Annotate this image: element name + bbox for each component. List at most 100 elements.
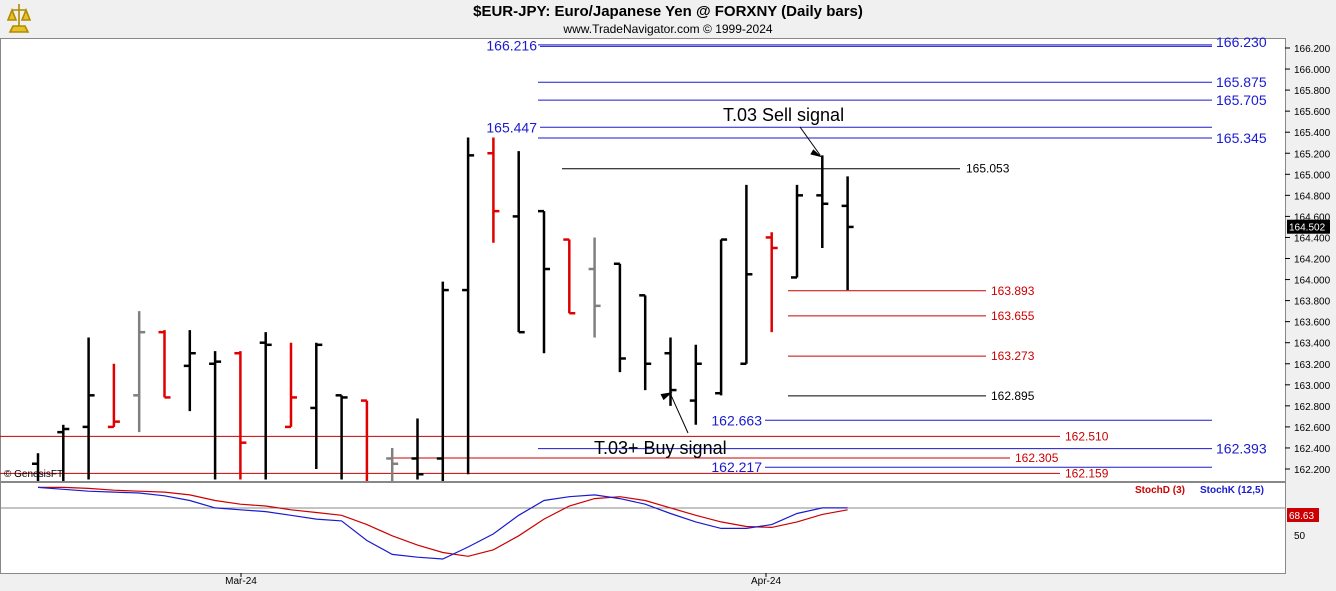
price-tick-label: 164.600 bbox=[1294, 212, 1331, 223]
stoch-line-k bbox=[37, 486, 848, 560]
level-label-163.273: 163.273 bbox=[991, 349, 1035, 363]
ohlc-bar bbox=[538, 209, 550, 354]
stoch-lines bbox=[37, 486, 848, 560]
level-label-165.447: 165.447 bbox=[486, 119, 537, 135]
level-lines: 166.230 166.216 165.875 165.705 165.447 165.3… bbox=[0, 34, 1267, 480]
price-tick-label: 165.400 bbox=[1294, 128, 1331, 139]
price-tick-label: 164.000 bbox=[1294, 276, 1331, 287]
level-label-162.305: 162.305 bbox=[1015, 451, 1059, 465]
stoch-line-d bbox=[38, 486, 848, 557]
buy-signal-arrow bbox=[670, 393, 689, 434]
date-axis-background bbox=[0, 574, 1286, 591]
ohlc-bar bbox=[740, 184, 753, 365]
level-label-165.705: 165.705 bbox=[1216, 92, 1267, 108]
ohlc-bar bbox=[285, 342, 297, 429]
price-tick-label: 162.600 bbox=[1294, 423, 1331, 434]
price-tick-label: 163.600 bbox=[1294, 318, 1331, 329]
level-label-162.217: 162.217 bbox=[711, 459, 762, 475]
ohlc-bar bbox=[512, 151, 525, 334]
legend-stochk: StochK (12,5) bbox=[1200, 485, 1264, 496]
price-tick-label: 163.400 bbox=[1294, 339, 1331, 350]
ohlc-bar bbox=[234, 351, 247, 480]
ohlc-bar bbox=[639, 294, 652, 391]
price-tick-label: 164.400 bbox=[1294, 233, 1331, 244]
price-tick-label: 166.200 bbox=[1294, 44, 1331, 55]
ohlc-bar bbox=[841, 176, 854, 291]
price-tick-label: 164.200 bbox=[1294, 255, 1331, 266]
price-tick-label: 165.200 bbox=[1294, 149, 1331, 160]
price-tick-label: 163.200 bbox=[1294, 360, 1331, 371]
sell-signal-label: T.03 Sell signal bbox=[723, 105, 844, 125]
sell-signal-arrow bbox=[799, 126, 821, 156]
chart-frame bbox=[0, 38, 1336, 591]
chart-header: $EUR-JPY: Euro/Japanese Yen @ FORXNY (Da… bbox=[0, 0, 1336, 38]
watermark: © GenesisFT bbox=[4, 469, 63, 480]
ohlc-bar bbox=[158, 330, 171, 399]
date-tick-label: Mar-24 bbox=[225, 576, 257, 587]
level-label-162.510: 162.510 bbox=[1065, 429, 1109, 443]
date-axis: Mar-24 Apr-24 bbox=[225, 573, 781, 587]
stoch-last-badge bbox=[1287, 508, 1319, 522]
ohlc-bar bbox=[816, 155, 829, 248]
last-price-label: 164.502 bbox=[1289, 223, 1326, 234]
price-tick-label: 163.000 bbox=[1294, 381, 1331, 392]
price-axis[interactable]: 166.200 166.000 165.800 165.600 165.400 165.2… bbox=[1285, 44, 1331, 476]
ohlc-bar bbox=[765, 232, 778, 333]
price-tick-label: 164.800 bbox=[1294, 191, 1331, 202]
price-tick-label: 166.000 bbox=[1294, 65, 1331, 76]
price-panel-border bbox=[0, 38, 1286, 482]
ohlc-bars bbox=[32, 137, 854, 481]
level-label-166.216: 166.216 bbox=[486, 37, 537, 53]
ohlc-bar bbox=[360, 399, 369, 481]
level-label-165.345: 165.345 bbox=[1216, 130, 1267, 146]
ohlc-bar bbox=[411, 418, 424, 480]
ohlc-bar bbox=[82, 337, 95, 480]
ohlc-bar bbox=[57, 424, 70, 481]
price-tick-label: 165.000 bbox=[1294, 170, 1331, 181]
ohlc-bar bbox=[613, 262, 626, 373]
buy-signal-label: T.03+ Buy signal bbox=[594, 438, 727, 458]
price-tick-label: 163.800 bbox=[1294, 297, 1331, 308]
signal-annotations: T.03 Sell signal T.03+ Buy signal bbox=[594, 105, 844, 458]
last-price-badge bbox=[1287, 219, 1330, 234]
ohlc-bar bbox=[689, 344, 702, 425]
ohlc-bar bbox=[335, 394, 348, 480]
stoch-last-label: 68.63 bbox=[1289, 511, 1314, 522]
level-label-163.655: 163.655 bbox=[991, 309, 1035, 323]
trade-navigator-logo-icon bbox=[6, 4, 32, 33]
ohlc-bar bbox=[209, 351, 222, 480]
level-label-165.875: 165.875 bbox=[1216, 74, 1267, 90]
ohlc-bar bbox=[588, 237, 601, 338]
ohlc-bar bbox=[310, 342, 323, 469]
price-tick-label: 165.600 bbox=[1294, 107, 1331, 118]
level-label-162.663: 162.663 bbox=[711, 412, 762, 428]
chart-subtitle: www.TradeNavigator.com © 1999-2024 bbox=[563, 22, 773, 36]
ohlc-bar bbox=[462, 137, 475, 475]
price-tick-label: 162.200 bbox=[1294, 465, 1331, 476]
level-label-166.230: 166.230 bbox=[1216, 34, 1267, 50]
level-label-162.159: 162.159 bbox=[1065, 466, 1109, 480]
stoch-panel-border bbox=[0, 482, 1286, 574]
ohlc-bar bbox=[563, 238, 576, 315]
ohlc-bar bbox=[715, 238, 728, 396]
stoch-tick-label: 50 bbox=[1294, 531, 1306, 542]
buy-arrow-head bbox=[660, 392, 673, 401]
date-tick-label: Apr-24 bbox=[751, 576, 781, 587]
ohlc-bar bbox=[32, 453, 40, 481]
axis-background bbox=[1286, 38, 1336, 591]
price-tick-label: 165.800 bbox=[1294, 86, 1331, 97]
level-label-163.893: 163.893 bbox=[991, 284, 1035, 298]
ohlc-bar bbox=[107, 363, 120, 429]
ohlc-bar bbox=[259, 332, 272, 480]
price-tick-label: 162.400 bbox=[1294, 444, 1331, 455]
price-tick-label: 162.800 bbox=[1294, 402, 1331, 413]
level-label-162.393: 162.393 bbox=[1216, 441, 1267, 457]
ohlc-bar bbox=[183, 330, 196, 412]
ohlc-bar bbox=[436, 281, 449, 481]
legend-stochd: StochD (3) bbox=[1135, 485, 1185, 496]
ohlc-bar bbox=[791, 184, 803, 279]
ohlc-bar bbox=[487, 137, 500, 243]
stochastic-panel: StochD (3) StochK (12,5) 50 68.63 bbox=[37, 485, 1319, 560]
ohlc-bar bbox=[133, 311, 146, 433]
